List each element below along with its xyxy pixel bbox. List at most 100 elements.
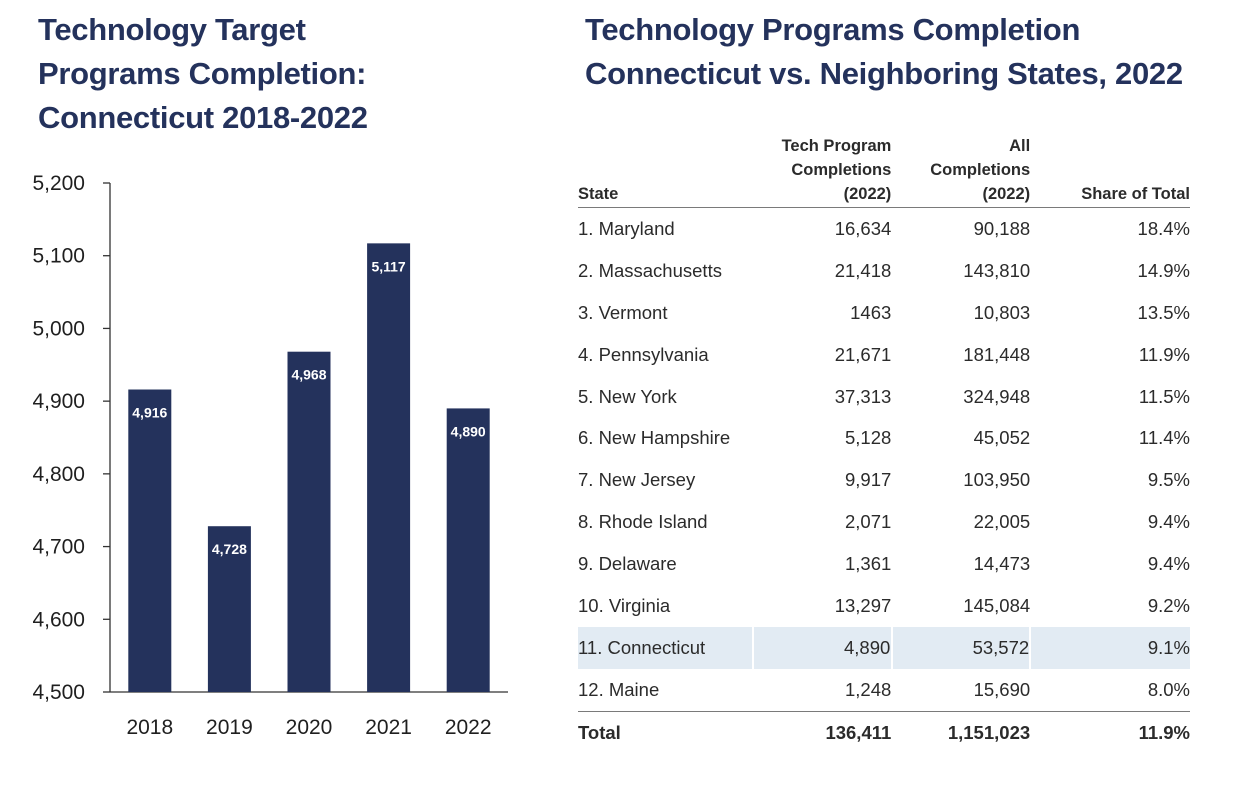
- table-header-row: State Tech Program Completions (2022) Al…: [578, 134, 1190, 208]
- table-row: 2. Massachusetts 21,418 143,810 14.9%: [578, 250, 1190, 292]
- x-tick-label: 2018: [126, 716, 173, 739]
- tech-cell: 1,361: [845, 553, 892, 575]
- table-row: 8. Rhode Island 2,071 22,005 9.4%: [578, 501, 1190, 543]
- chart-title-line: Connecticut 2018-2022: [38, 100, 368, 135]
- share-cell: 11.9%: [1138, 343, 1190, 365]
- share-cell: 13.5%: [1137, 301, 1190, 323]
- header-line: (2022): [843, 185, 892, 203]
- all-cell: 10,803: [973, 301, 1031, 323]
- state-cell: 5. New York: [578, 385, 677, 407]
- state-cell: 10. Virginia: [578, 594, 671, 616]
- table-row: 7. New Jersey 9,917 103,950 9.5%: [578, 459, 1190, 501]
- state-cell: 8. Rhode Island: [578, 511, 708, 533]
- table-row: 11. Connecticut 4,890 53,572 9.1%: [578, 626, 1190, 669]
- y-tick-label: 4,600: [32, 608, 85, 631]
- share-cell: 11.5%: [1138, 385, 1190, 407]
- state-cell: 3. Vermont: [578, 301, 668, 323]
- state-cell: 7. New Jersey: [578, 469, 696, 491]
- state-cell: 2. Massachusetts: [578, 259, 722, 281]
- tech-cell: 1,248: [845, 678, 892, 700]
- all-cell: 15,690: [973, 678, 1031, 700]
- y-tick-label: 4,800: [32, 463, 85, 486]
- table-title-line: Technology Programs Completion: [585, 12, 1081, 47]
- table-title: Technology Programs Completion Connectic…: [585, 8, 1245, 96]
- all-cell: 45,052: [973, 427, 1031, 449]
- y-tick-label: 4,700: [32, 536, 85, 559]
- x-tick-label: 2020: [286, 716, 333, 739]
- header-state: State: [578, 134, 754, 208]
- tech-cell: 16,634: [834, 217, 892, 239]
- y-tick-label: 5,100: [32, 245, 85, 268]
- all-cell: 22,005: [973, 511, 1031, 533]
- share-cell: 18.4%: [1137, 217, 1190, 239]
- share-cell: 9.1%: [1029, 626, 1190, 669]
- tech-cell: 13,297: [834, 594, 892, 616]
- state-cell: 4. Pennsylvania: [578, 343, 709, 365]
- tech-cell: 9,917: [845, 469, 892, 491]
- header-all-completions: All Completions (2022): [892, 134, 1031, 208]
- bar: [446, 408, 490, 692]
- header-tech-completions: Tech Program Completions (2022): [753, 134, 893, 208]
- table-row: 3. Vermont 1463 10,803 13.5%: [578, 292, 1190, 334]
- state-cell: 1. Maryland: [578, 217, 675, 239]
- total-tech-cell: 136,411: [753, 710, 893, 754]
- y-tick-label: 4,500: [32, 681, 85, 704]
- x-tick-label: 2022: [445, 716, 492, 739]
- state-cell: 6. New Hampshire: [578, 427, 731, 449]
- y-tick-label: 5,200: [32, 172, 85, 195]
- share-cell: 8.0%: [1147, 678, 1190, 700]
- bar-data-label: 4,916: [132, 405, 167, 421]
- share-cell: 9.4%: [1147, 553, 1190, 575]
- all-cell: 53,572: [891, 626, 1031, 669]
- tech-cell: 37,313: [834, 385, 892, 407]
- total-state-cell: Total: [578, 710, 754, 754]
- table-row: 9. Delaware 1,361 14,473 9.4%: [578, 543, 1190, 585]
- all-cell: 143,810: [963, 259, 1031, 281]
- table-body: 1. Maryland 16,634 90,188 18.4% 2. Massachus…: [578, 208, 1190, 712]
- share-cell: 9.2%: [1147, 594, 1190, 616]
- header-line: Completions: [791, 161, 892, 179]
- header-line: Completions: [930, 161, 1031, 179]
- chart-title: Technology Target Programs Completion: C…: [38, 8, 458, 140]
- all-cell: 324,948: [963, 385, 1031, 407]
- all-cell: 103,950: [963, 469, 1031, 491]
- bar-data-label: 4,728: [212, 541, 247, 557]
- tech-cell: 5,128: [845, 427, 892, 449]
- header-share-of-total: Share of Total: [1030, 134, 1190, 208]
- table-row: 6. New Hampshire 5,128 45,052 11.4%: [578, 417, 1190, 459]
- chart-title-line: Technology Target: [38, 12, 306, 47]
- total-all-cell: 1,151,023: [892, 710, 1031, 754]
- table-row: 4. Pennsylvania 21,671 181,448 11.9%: [578, 334, 1190, 376]
- x-tick-label: 2019: [206, 716, 253, 739]
- header-line: Tech Program: [781, 137, 892, 155]
- table-row: 12. Maine 1,248 15,690 8.0%: [578, 669, 1190, 711]
- bar-data-label: 4,968: [291, 367, 326, 383]
- header-line: (2022): [982, 185, 1031, 203]
- y-tick-label: 5,000: [32, 317, 85, 340]
- tech-cell: 4,890: [752, 626, 893, 669]
- all-cell: 145,084: [963, 594, 1031, 616]
- share-cell: 9.5%: [1147, 469, 1190, 491]
- all-cell: 14,473: [973, 553, 1031, 575]
- bar: [207, 526, 251, 692]
- table-row: 10. Virginia 13,297 145,084 9.2%: [578, 585, 1190, 627]
- bar: [367, 243, 411, 693]
- tech-cell: 2,071: [845, 511, 892, 533]
- bar-data-label: 5,117: [371, 258, 405, 274]
- state-cell: 12. Maine: [578, 678, 660, 700]
- tech-cell: 21,418: [834, 259, 892, 281]
- header-line: All: [1009, 137, 1031, 155]
- total-row: Total 136,411 1,151,023 11.9%: [578, 710, 1190, 754]
- bar-data-label: 4,890: [451, 423, 486, 439]
- chart-title-line: Programs Completion:: [38, 56, 367, 91]
- table-title-line: Connecticut vs. Neighboring States, 2022: [585, 56, 1183, 91]
- y-tick-label: 4,900: [32, 390, 85, 413]
- all-cell: 181,448: [963, 343, 1031, 365]
- bar: [128, 389, 172, 692]
- header-line: State: [578, 185, 619, 203]
- share-cell: 14.9%: [1137, 259, 1190, 281]
- tech-cell: 21,671: [834, 343, 892, 365]
- table-row: 1. Maryland 16,634 90,188 18.4%: [578, 208, 1190, 250]
- share-cell: 11.4%: [1138, 427, 1190, 449]
- all-cell: 90,188: [973, 217, 1031, 239]
